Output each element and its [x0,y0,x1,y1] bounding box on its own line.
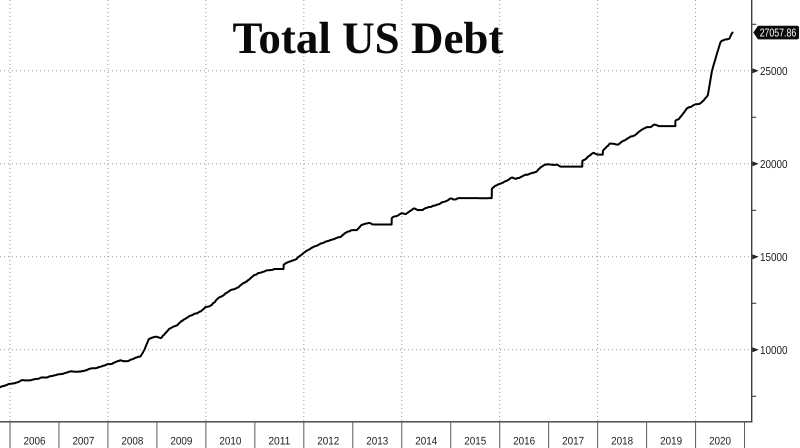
y-tick-label: 10000 [760,345,788,357]
gridlines [0,0,752,422]
last-value-badge: 27057.86 [753,25,799,40]
x-tick-label: 2007 [72,436,94,448]
axes [0,0,753,423]
x-tick-label: 2012 [317,436,339,448]
x-axis-labels: 2006 2007 2008 2009 2010 2011 2012 2013 2014 2015… [9,421,746,448]
y-major-tick-arrow [752,161,759,167]
x-tick-label: 2018 [611,436,633,448]
x-tick-label: 2009 [170,436,192,448]
y-axis-ticks: 10000 15000 20000 25000 [751,23,788,397]
x-tick-label: 2006 [23,436,45,448]
line-series-layer [0,31,734,389]
x-tick-label: 2013 [366,436,388,448]
x-tick-label: 2016 [513,436,535,448]
x-tick-label: 2019 [660,436,682,448]
last-value-badge-shape [753,25,799,40]
x-tick-label: 2008 [121,436,143,448]
chart-title: Total US Debt [233,13,504,63]
x-tick-label: 2014 [415,436,437,448]
y-major-tick-arrow [752,254,759,260]
x-tick-label: 2011 [268,436,290,448]
debt-line [0,31,734,389]
y-tick-label: 20000 [760,159,788,171]
y-tick-label: 25000 [760,66,788,78]
y-major-tick-arrow [752,347,759,353]
y-major-tick-arrow [752,68,759,74]
x-tick-label: 2010 [219,436,241,448]
y-tick-label: 15000 [760,252,788,264]
last-value-badge-label: 27057.86 [760,28,797,40]
x-tick-label: 2020 [709,436,731,448]
x-tick-label: 2017 [562,436,584,448]
x-tick-label: 2015 [464,436,486,448]
